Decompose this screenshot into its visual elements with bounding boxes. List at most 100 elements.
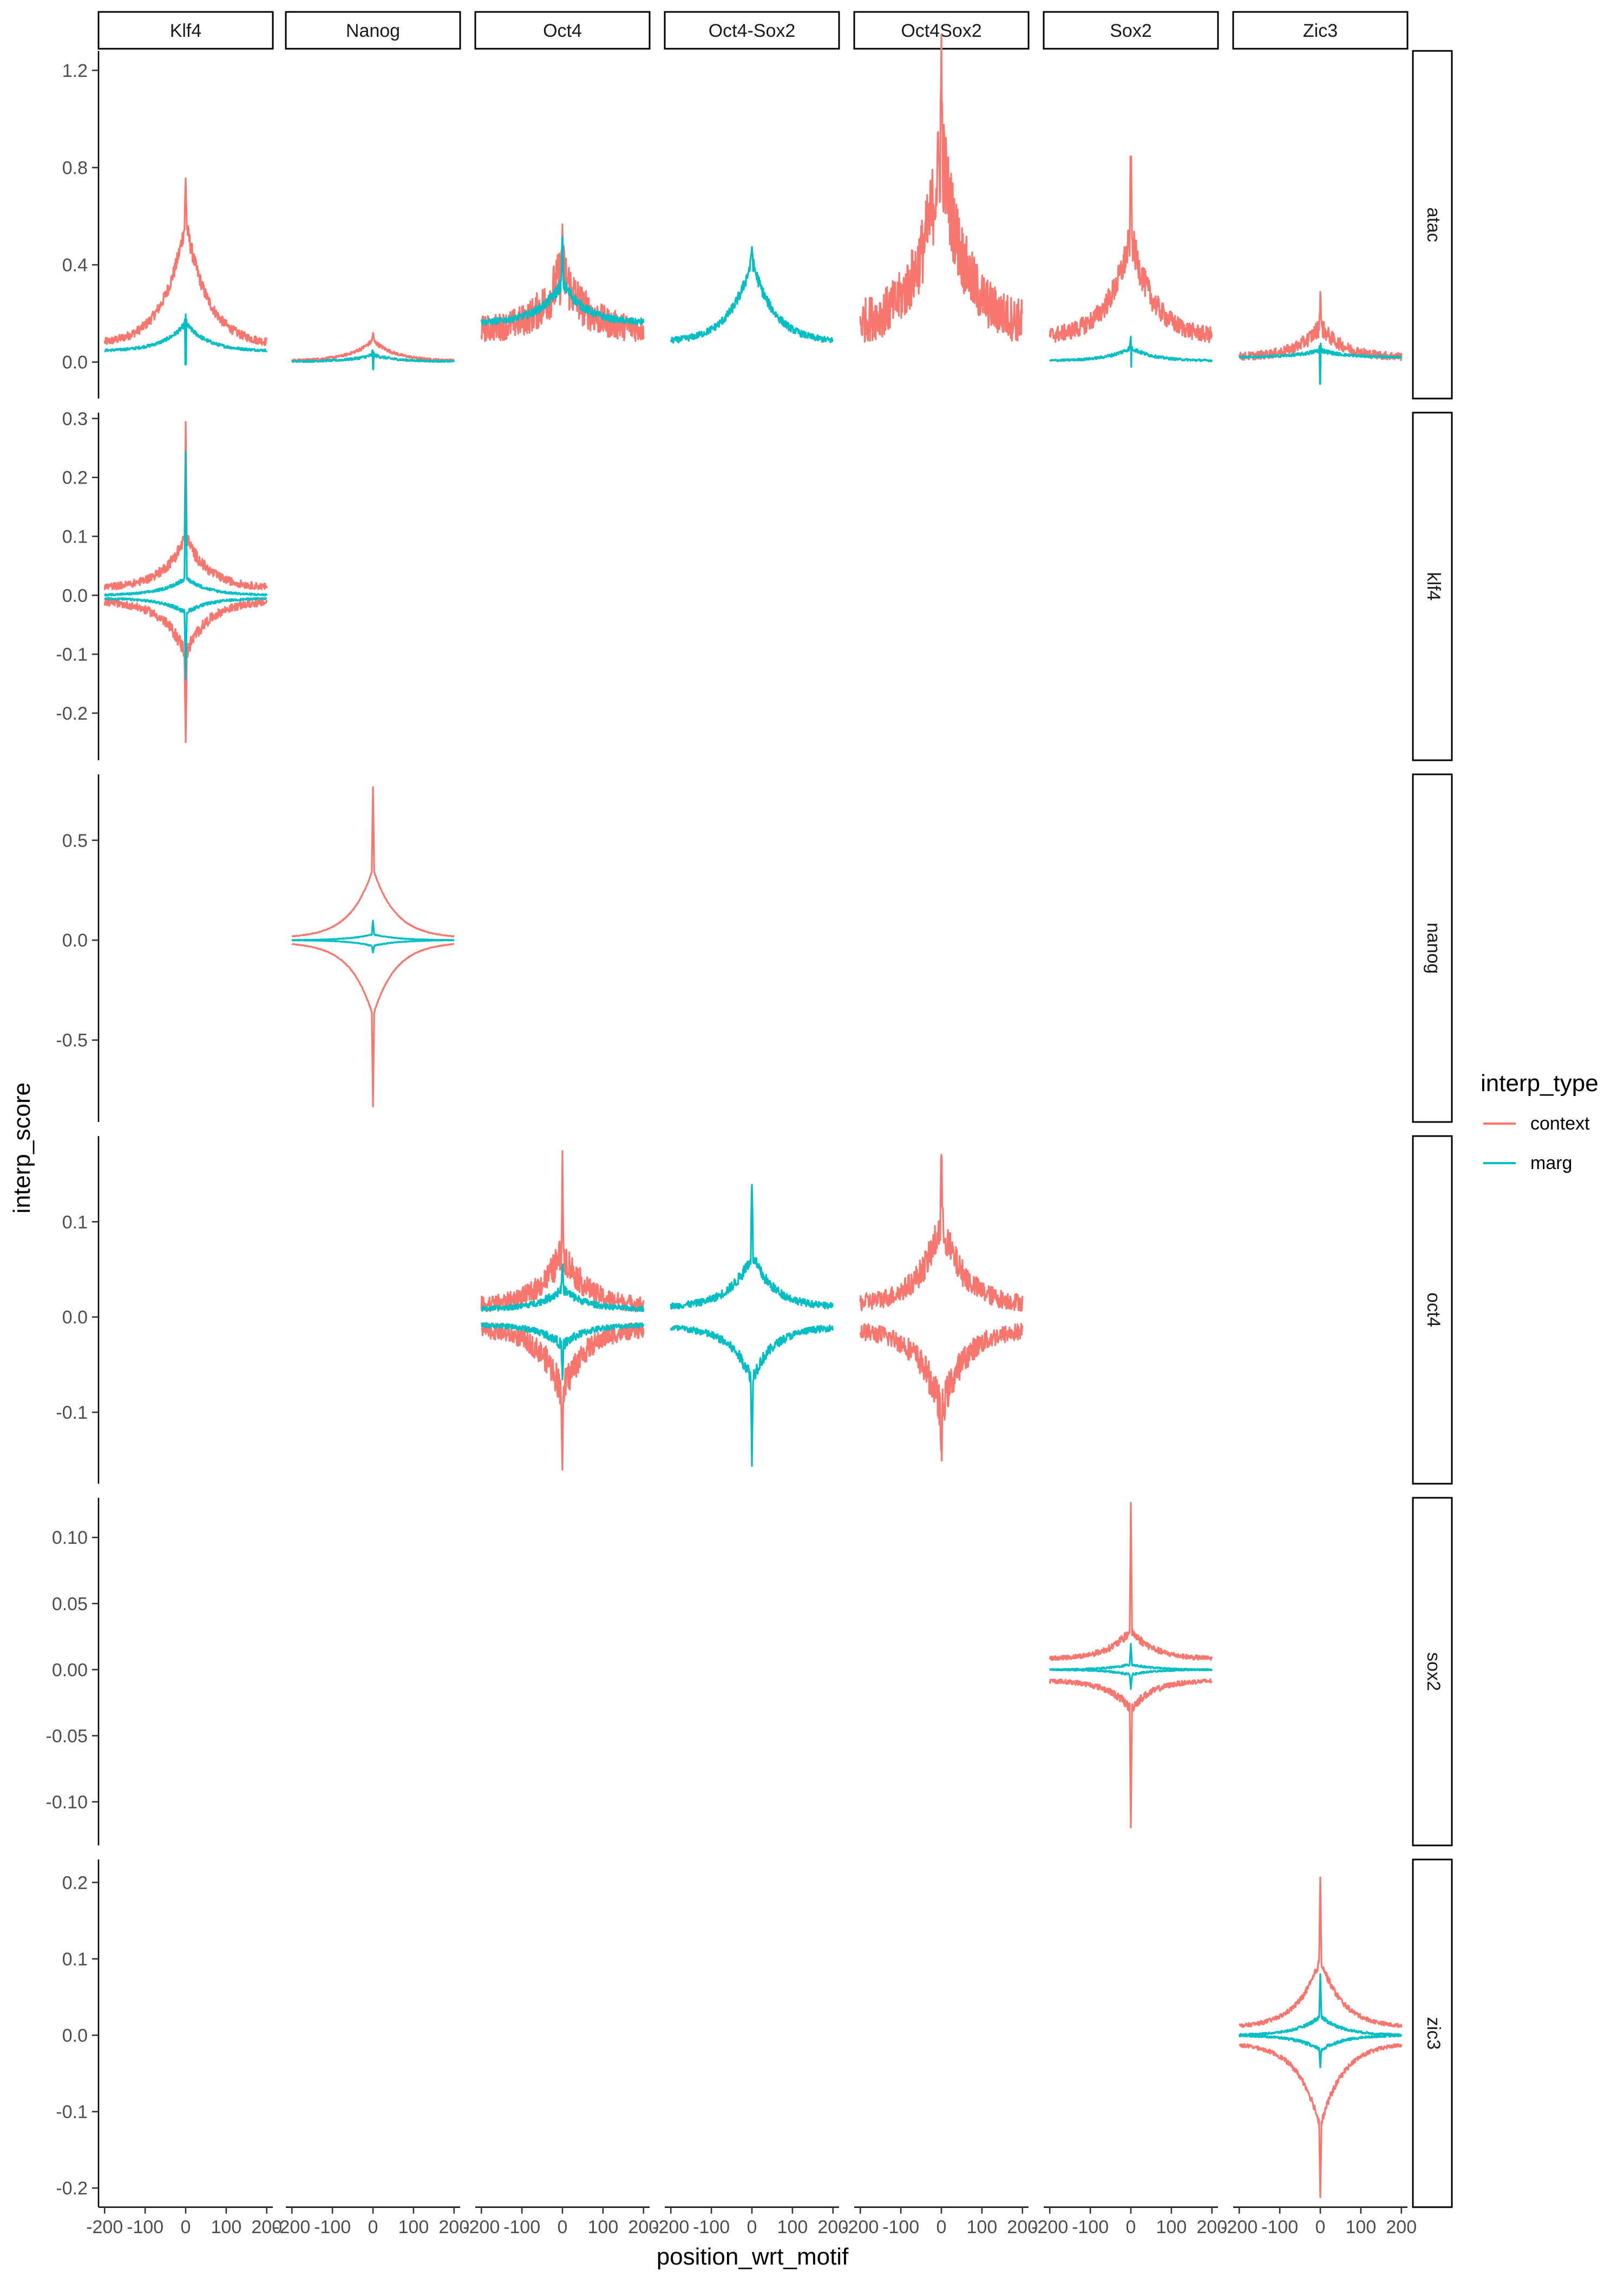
x-tick-label: 200 [1007, 2217, 1038, 2237]
x-tick-label: 200 [817, 2217, 848, 2237]
y-tick-label: -0.05 [46, 1726, 88, 1746]
series-line [1049, 155, 1213, 343]
y-tick-label: 0.1 [62, 1949, 88, 1969]
series-line [1049, 1678, 1213, 1829]
facet-grid: Klf4 Nanog Oct4 Oct4-Sox2 Oct4Sox2 Sox2 Zic3at… [46, 11, 1453, 2237]
column-strip [1232, 11, 1409, 50]
column-strip-label: Oct4-Sox2 [709, 21, 796, 41]
y-tick-label: 1.2 [62, 61, 88, 81]
column-strip-label: Oct4 [543, 21, 582, 41]
y-tick-label: 0.0 [62, 1307, 88, 1328]
series-line [1239, 1973, 1403, 2037]
column-strip-label: Nanog [346, 21, 400, 41]
row-strip [1412, 1135, 1453, 1485]
x-tick-label: 200 [1196, 2217, 1227, 2237]
series-line [103, 421, 268, 591]
x-tick-label: -100 [693, 2217, 730, 2237]
x-tick-label: 100 [777, 2217, 808, 2237]
series-line [670, 1324, 834, 1467]
series-line [480, 1263, 645, 1312]
row-strip-label: nanog [1423, 923, 1444, 974]
x-tick-label: -200 [86, 2217, 123, 2237]
series-line [103, 177, 268, 346]
legend-title: interp_type [1481, 1070, 1599, 1097]
series-line [291, 939, 455, 954]
row-strip [1412, 1858, 1453, 2208]
x-tick-label: 100 [588, 2217, 619, 2237]
x-tick-label: 100 [1156, 2217, 1187, 2237]
x-tick-label: -100 [882, 2217, 919, 2237]
x-tick-label: -100 [314, 2217, 351, 2237]
y-tick-label: 0.8 [62, 158, 88, 178]
column-strip-label: Zic3 [1303, 21, 1338, 41]
series-line [1238, 1876, 1403, 2028]
legend-label-marg: marg [1530, 1153, 1572, 1173]
series-line [291, 349, 455, 370]
x-tick-label: 200 [1386, 2217, 1417, 2237]
x-tick-label: -200 [1031, 2217, 1068, 2237]
y-tick-label: 0.0 [62, 353, 88, 373]
y-tick-label: 0.10 [52, 1528, 88, 1548]
y-tick-label: 0.2 [62, 468, 88, 488]
series-line [291, 332, 455, 362]
y-tick-label: 0.0 [62, 585, 88, 606]
row-strip [1412, 1497, 1453, 1847]
x-tick-label: -100 [1261, 2217, 1298, 2237]
x-tick-label: 100 [967, 2217, 998, 2237]
x-tick-label: 0 [747, 2217, 757, 2237]
y-tick-label: 0.3 [62, 409, 88, 429]
series-line [1049, 1668, 1213, 1690]
x-tick-label: 200 [251, 2217, 282, 2237]
column-strip [285, 11, 461, 50]
series-line [104, 313, 268, 366]
column-strip [97, 11, 274, 50]
series-line [291, 943, 455, 1107]
row-strip [1412, 773, 1453, 1123]
x-tick-label: 0 [937, 2217, 947, 2237]
series-line [1049, 1643, 1213, 1671]
row-strip-label: oct4 [1423, 1293, 1444, 1327]
column-strip-label: Klf4 [170, 21, 202, 41]
series-line [104, 451, 268, 597]
x-tick-label: 100 [398, 2217, 429, 2237]
y-tick-label: -0.2 [56, 2178, 88, 2199]
column-strip [664, 11, 840, 50]
y-tick-label: -0.10 [46, 1792, 88, 1812]
series-line [1239, 342, 1403, 385]
y-tick-label: -0.2 [56, 703, 88, 724]
series-line [859, 33, 1023, 343]
x-tick-label: -100 [1072, 2217, 1109, 2237]
column-strip-label: Sox2 [1110, 21, 1152, 41]
series-line [859, 1153, 1024, 1312]
column-strip [474, 11, 651, 50]
y-axis-title: interp_score [9, 1082, 35, 1213]
series-line [481, 1322, 645, 1471]
y-tick-label: 0.0 [62, 930, 88, 951]
series-line [1238, 2034, 1403, 2069]
x-tick-label: -100 [503, 2217, 540, 2237]
y-tick-label: 0.5 [62, 831, 88, 851]
series-line [103, 598, 268, 743]
row-strip-label: atac [1423, 207, 1444, 242]
column-strip [1043, 11, 1219, 50]
x-tick-label: -200 [842, 2217, 879, 2237]
series-line [104, 597, 267, 681]
x-tick-label: 0 [368, 2217, 378, 2237]
row-strip-label: klf4 [1423, 572, 1444, 601]
x-tick-label: -200 [652, 2217, 689, 2237]
series-line [670, 246, 834, 344]
legend-label-context: context [1530, 1113, 1590, 1134]
x-tick-label: -200 [463, 2217, 500, 2237]
row-strip [1412, 50, 1453, 400]
y-tick-label: 0.1 [62, 527, 88, 547]
series-line [291, 786, 455, 937]
y-tick-label: -0.1 [56, 2102, 88, 2123]
x-tick-label: 100 [211, 2217, 242, 2237]
series-line [670, 1184, 834, 1310]
y-tick-label: -0.5 [56, 1030, 88, 1051]
y-tick-label: 0.2 [62, 1873, 88, 1893]
x-tick-label: 200 [628, 2217, 659, 2237]
series-line [480, 236, 645, 326]
